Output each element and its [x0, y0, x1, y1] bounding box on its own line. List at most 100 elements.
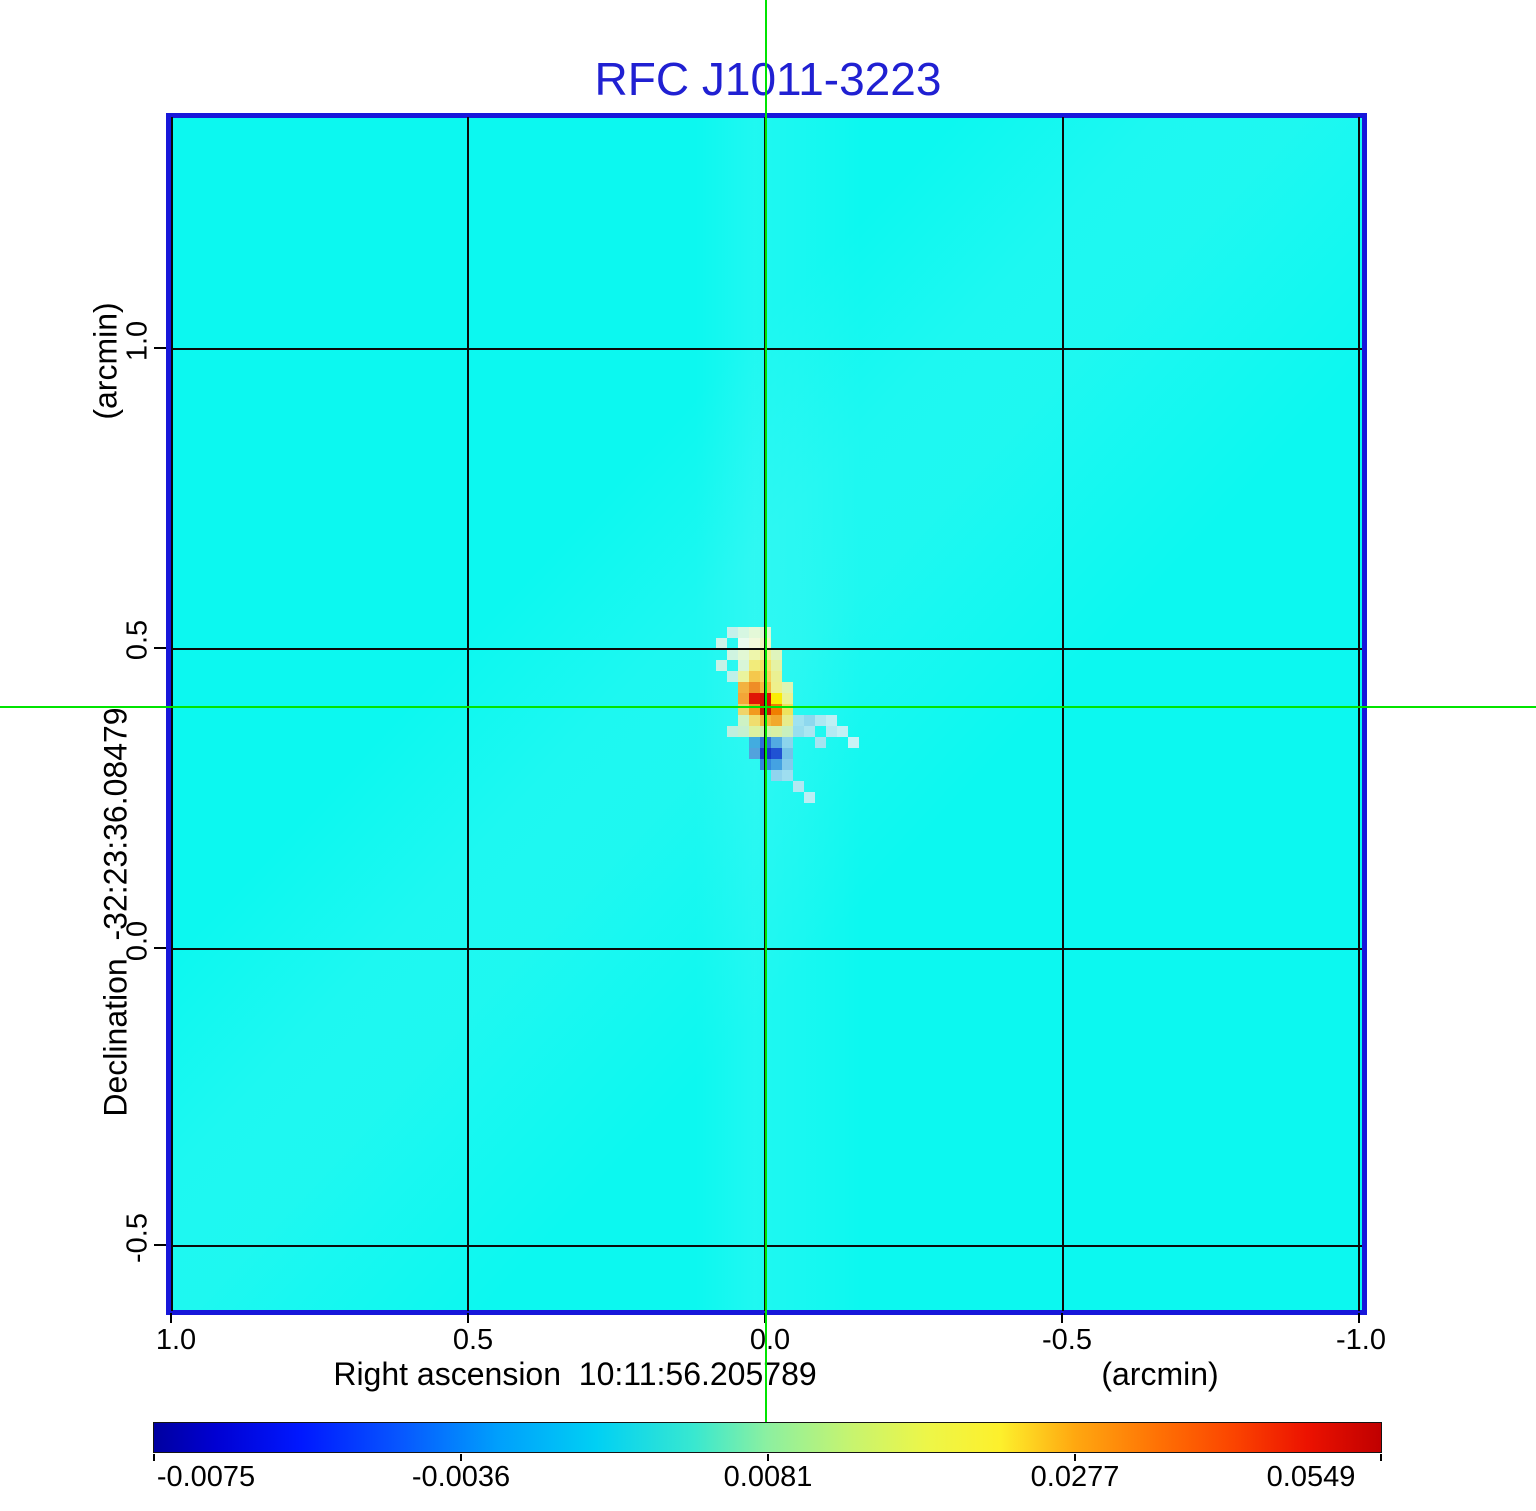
y-tick-label: 0.5: [121, 619, 154, 661]
source-pixel: [848, 737, 859, 748]
plot-title: RFC J1011-3223: [594, 53, 942, 105]
source-pixel: [738, 627, 749, 638]
source-pixel: [782, 715, 793, 726]
source-pixel: [771, 693, 782, 704]
source-pixel: [771, 726, 782, 737]
source-pixel: [749, 671, 760, 682]
source-pixel: [782, 704, 793, 715]
source-pixel: [771, 715, 782, 726]
source-pixel: [771, 770, 782, 781]
colorbar-tick-label: 0.0549: [1266, 1461, 1356, 1493]
source-pixel: [771, 704, 782, 715]
gridline: [1358, 117, 1360, 1311]
source-pixel: [804, 792, 815, 803]
source-pixel: [749, 748, 760, 759]
source-pixel: [738, 649, 749, 660]
source-pixel: [793, 726, 804, 737]
source-pixel: [749, 715, 760, 726]
colorbar: [153, 1422, 1382, 1453]
source-pixel: [837, 726, 848, 737]
source-pixel: [716, 660, 727, 671]
source-pixel: [815, 737, 826, 748]
y-tick-mark: [154, 947, 166, 949]
x-tick-mark: [467, 1313, 469, 1323]
crosshair-horizontal-line: [0, 706, 1536, 708]
source-pixel: [782, 737, 793, 748]
source-pixel: [749, 693, 760, 704]
source-pixel: [749, 682, 760, 693]
colorbar-tick-label: 0.0277: [1030, 1461, 1120, 1493]
x-tick-label: -0.5: [1042, 1324, 1092, 1356]
source-pixel: [738, 693, 749, 704]
source-pixel: [738, 726, 749, 737]
source-pixel: [782, 693, 793, 704]
source-pixel: [793, 781, 804, 792]
source-pixel: [727, 627, 738, 638]
x-tick-label: 0.5: [452, 1324, 494, 1356]
source-pixel: [749, 726, 760, 737]
x-tick-label: -1.0: [1336, 1324, 1386, 1356]
source-pixel: [738, 682, 749, 693]
source-pixel: [738, 715, 749, 726]
source-pixel: [727, 671, 738, 682]
colorbar-tick-label: -0.0036: [411, 1461, 511, 1493]
source-pixel: [815, 715, 826, 726]
colorbar-tick-label: 0.0081: [723, 1461, 813, 1493]
source-pixel: [804, 726, 815, 737]
colorbar-tick-mark: [1074, 1454, 1076, 1461]
source-pixel: [771, 671, 782, 682]
colorbar-tick-mark: [153, 1454, 155, 1461]
source-pixel: [826, 726, 837, 737]
gridline: [1062, 117, 1064, 1311]
x-tick-mark: [170, 1313, 172, 1323]
source-pixel: [782, 759, 793, 770]
source-pixel: [771, 737, 782, 748]
crosshair-vertical-line: [765, 0, 767, 1422]
source-pixel: [771, 682, 782, 693]
source-pixel: [771, 748, 782, 759]
source-pixel: [738, 638, 749, 649]
source-pixel: [738, 704, 749, 715]
colorbar-tick-mark: [460, 1454, 462, 1461]
source-pixel: [749, 627, 760, 638]
x-axis-label: Right ascension 10:11:56.205789: [333, 1356, 817, 1392]
source-pixel: [738, 671, 749, 682]
source-pixel: [749, 704, 760, 715]
y-tick-mark: [154, 647, 166, 649]
source-pixel: [749, 660, 760, 671]
x-tick-label: 0.0: [749, 1324, 791, 1356]
source-pixel: [727, 649, 738, 660]
colorbar-tick-mark: [1380, 1454, 1382, 1461]
source-pixel: [727, 726, 738, 737]
source-pixel: [749, 638, 760, 649]
source-pixel: [793, 715, 804, 726]
y-tick-label: -0.5: [121, 1213, 154, 1263]
gridline: [171, 117, 173, 1311]
source-pixel: [749, 649, 760, 660]
y-tick-label: 1.0: [121, 320, 154, 362]
source-pixel: [782, 748, 793, 759]
source-pixel: [782, 770, 793, 781]
source-pixel: [749, 737, 760, 748]
x-tick-label: 1.0: [155, 1324, 197, 1356]
source-pixel: [782, 726, 793, 737]
y-axis-unit-label: (arcmin): [87, 302, 124, 420]
x-tick-mark: [1061, 1313, 1063, 1323]
x-tick-mark: [1358, 1313, 1360, 1323]
colorbar-tick-mark: [767, 1454, 769, 1461]
source-pixel: [771, 649, 782, 660]
colorbar-tick-label: -0.0075: [156, 1461, 256, 1493]
y-axis-label: Declination -32:23:36.08479: [97, 707, 134, 1117]
source-pixel: [804, 715, 815, 726]
source-pixel: [826, 715, 837, 726]
y-tick-mark: [154, 1244, 166, 1246]
source-pixel: [771, 759, 782, 770]
source-pixel: [738, 660, 749, 671]
source-pixel: [716, 638, 727, 649]
source-pixel: [782, 682, 793, 693]
x-axis-unit-label: (arcmin): [1101, 1356, 1219, 1392]
gridline: [467, 117, 469, 1311]
source-pixel: [771, 660, 782, 671]
y-tick-mark: [154, 347, 166, 349]
